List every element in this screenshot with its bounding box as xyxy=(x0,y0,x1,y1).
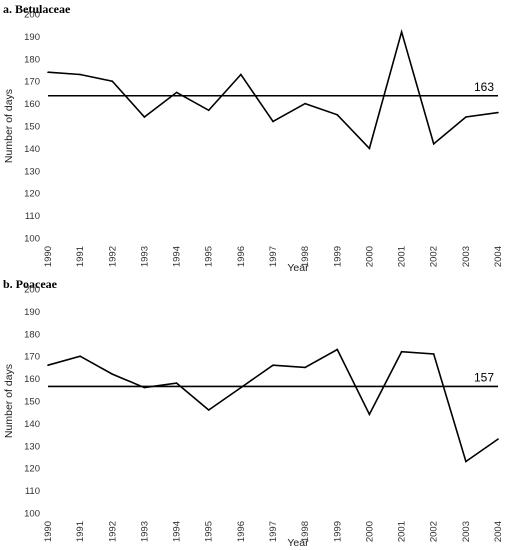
x-tick-label: 1999 xyxy=(332,246,343,267)
y-tick-label: 190 xyxy=(24,32,40,43)
x-tick-label: 1997 xyxy=(268,246,279,267)
data-point xyxy=(175,91,178,94)
data-point xyxy=(368,147,371,150)
x-tick-label: 2000 xyxy=(364,246,375,267)
y-tick-label: 170 xyxy=(24,352,40,363)
data-point xyxy=(465,116,467,118)
x-tick-label: 1992 xyxy=(107,246,118,267)
x-tick-label: 1998 xyxy=(300,521,311,542)
data-point xyxy=(497,438,499,440)
data-point xyxy=(79,355,81,357)
x-tick-label: 1994 xyxy=(172,246,183,267)
mean-label: 157 xyxy=(474,370,494,384)
x-tick-label: 2003 xyxy=(461,246,472,267)
data-point xyxy=(465,460,467,463)
x-tick-label: 1996 xyxy=(236,521,247,542)
data-point xyxy=(272,364,274,366)
x-tick-label: 1990 xyxy=(43,246,54,267)
data-point xyxy=(400,31,403,33)
x-tick-label: 1996 xyxy=(236,246,247,267)
y-tick-label: 120 xyxy=(24,189,40,200)
data-point xyxy=(175,382,178,384)
data-point xyxy=(336,348,339,351)
chart-betulaceae: a. Betulaceae 100 110 120 130 140 150 160 170 18… xyxy=(3,2,504,275)
y-tick-label: 200 xyxy=(24,285,40,296)
y-tick-label: 130 xyxy=(24,441,40,452)
x-tick-label: 1997 xyxy=(268,521,279,542)
x-tick-label: 1994 xyxy=(172,521,183,542)
y-tick-label: 110 xyxy=(25,211,40,222)
y-tick-label: 150 xyxy=(24,397,40,408)
x-tick-label: 1991 xyxy=(75,246,86,267)
data-point xyxy=(336,114,339,116)
chart-poaceae: b. Poaceae 100 110 120 130 140 150 160 170 180 19… xyxy=(0,275,516,550)
chart-plot: 100 110 120 130 140 150 160 170 180 190 200 1990 199… xyxy=(3,285,504,550)
x-tick-label: 2002 xyxy=(429,521,440,542)
x-tick-label: 2001 xyxy=(397,521,408,542)
y-tick-label: 150 xyxy=(24,122,40,133)
y-tick-label: 130 xyxy=(24,166,40,177)
data-point xyxy=(79,73,81,76)
y-tick-label: 110 xyxy=(25,486,40,497)
series-line xyxy=(47,28,499,150)
x-tick-label: 2001 xyxy=(397,246,408,267)
y-tick-label: 190 xyxy=(24,307,40,318)
x-tick-label: 1999 xyxy=(332,521,343,542)
x-tick-label: 1991 xyxy=(75,521,86,542)
data-point xyxy=(47,364,49,366)
x-tick-label: 2004 xyxy=(493,521,504,542)
y-tick-label: 140 xyxy=(24,419,40,430)
y-tick-label: 170 xyxy=(24,77,40,88)
data-point xyxy=(47,71,49,74)
x-tick-label: 1993 xyxy=(139,246,150,267)
x-tick-label: 1995 xyxy=(204,246,215,267)
data-point xyxy=(111,373,114,375)
data-point xyxy=(432,143,435,145)
y-tick-label: 160 xyxy=(24,374,40,385)
x-tick-label: 1995 xyxy=(204,521,215,542)
x-tick-label: 1990 xyxy=(43,521,54,542)
y-axis-title: Number of days xyxy=(3,364,15,438)
x-axis-title: Year xyxy=(287,262,309,274)
x-tick-label: 1998 xyxy=(300,246,311,267)
data-point xyxy=(143,386,146,389)
y-tick-label: 200 xyxy=(24,10,40,21)
data-point xyxy=(304,366,306,369)
data-point xyxy=(400,350,403,353)
data-point xyxy=(111,80,114,82)
chart-plot: 100 110 120 130 140 150 160 170 180 190 200 1990 199… xyxy=(3,10,504,275)
data-point xyxy=(272,120,274,123)
y-axis-title: Number of days xyxy=(3,89,15,163)
data-point xyxy=(240,73,242,76)
x-tick-label: 2004 xyxy=(493,246,504,267)
y-tick-label: 120 xyxy=(24,464,40,475)
data-point xyxy=(368,413,371,416)
y-tick-label: 100 xyxy=(24,234,40,245)
data-point xyxy=(207,109,210,112)
data-point xyxy=(240,386,242,389)
chart-title: a. Betulaceae xyxy=(3,2,71,16)
x-tick-label: 2002 xyxy=(429,246,440,267)
x-tick-label: 2003 xyxy=(461,521,472,542)
data-point xyxy=(497,111,499,114)
y-tick-label: 180 xyxy=(24,54,40,65)
data-point xyxy=(143,116,146,118)
data-point xyxy=(207,409,210,411)
chart-title: b. Poaceae xyxy=(3,277,57,291)
x-tick-label: 1993 xyxy=(139,521,150,542)
data-point xyxy=(304,102,306,105)
y-tick-label: 160 xyxy=(24,99,40,110)
x-tick-label: 2000 xyxy=(364,521,375,542)
y-tick-label: 100 xyxy=(24,509,40,520)
y-tick-label: 140 xyxy=(24,144,40,155)
series-line xyxy=(47,348,499,463)
data-point xyxy=(432,353,435,355)
x-tick-label: 1992 xyxy=(107,521,118,542)
x-axis-title: Year xyxy=(287,537,309,549)
y-tick-label: 180 xyxy=(24,329,40,340)
mean-label: 163 xyxy=(474,80,494,94)
